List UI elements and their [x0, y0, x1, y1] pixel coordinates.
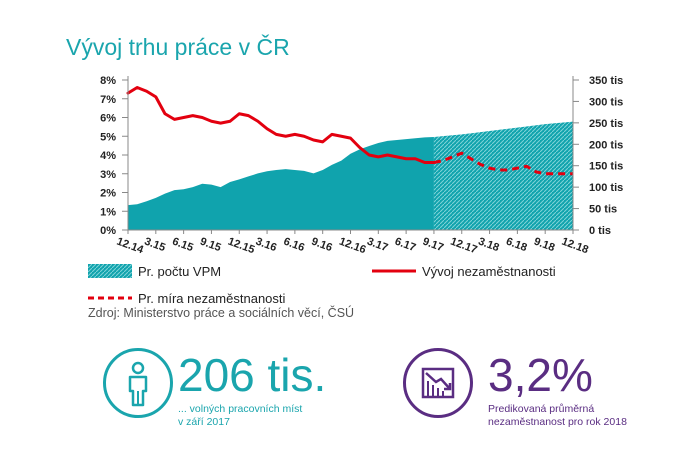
x-tick-label: 12.15 [226, 236, 256, 257]
x-tick-label: 12.14 [115, 236, 146, 257]
y-left-tick-label: 7% [100, 94, 116, 106]
x-tick-label: 6.16 [282, 236, 306, 255]
x-tick-label: 3.17 [365, 236, 389, 255]
declining-chart-icon [403, 348, 473, 418]
kpi-vacancies-value: 206 tis. [178, 349, 327, 401]
x-tick-label: 9.16 [310, 236, 334, 255]
x-tick-label: 6.15 [171, 236, 195, 255]
legend-label-vpm: Pr. počtu VPM [138, 264, 221, 279]
y-left-tick-label: 4% [100, 150, 116, 162]
y-right-tick-label: 350 tis [589, 75, 623, 87]
legend-label-forecast: Pr. míra nezaměstnanosti [138, 291, 286, 306]
y-right-tick-label: 250 tis [589, 118, 623, 130]
page-title: Vývoj trhu práce v ČR [66, 34, 290, 60]
y-left-tick-label: 3% [100, 169, 116, 181]
source-note: Zdroj: Ministerstvo práce a sociálních v… [88, 306, 355, 320]
vpm-area-actual [128, 137, 434, 230]
x-tick-label: 3.18 [477, 236, 501, 255]
y-right-tick-label: 150 tis [589, 161, 623, 173]
x-tick-label: 9.18 [532, 236, 556, 255]
x-tick-label: 3.16 [254, 236, 278, 255]
legend-label-unemployment: Vývoj nezaměstnanosti [422, 264, 556, 279]
y-right-tick-label: 200 tis [589, 139, 623, 151]
y-left-tick-label: 1% [100, 206, 116, 218]
y-right-tick-label: 100 tis [589, 182, 623, 194]
kpi-forecast-label: Predikovaná průměrná nezaměstnanost pro … [488, 403, 648, 429]
unemployment-line [126, 86, 436, 164]
person-icon [103, 348, 173, 418]
y-right-tick-label: 50 tis [589, 204, 617, 216]
vpm-area-forecast [433, 121, 573, 230]
y-left-tick-label: 0% [100, 225, 116, 237]
y-left-tick-label: 8% [100, 75, 116, 87]
kpi-vacancies-label-line2: v září 2017 [178, 416, 230, 428]
x-tick-label: 9.17 [421, 236, 445, 255]
x-tick-label: 12.16 [337, 236, 367, 257]
y-left-tick-label: 5% [100, 131, 116, 143]
kpi-forecast-label-line2: nezaměstnanost pro rok 2018 [488, 416, 627, 428]
y-left-tick-label: 2% [100, 188, 116, 200]
kpi-vacancies-label-line1: ... volných pracovních míst [178, 403, 303, 415]
x-tick-label: 9.15 [198, 236, 222, 255]
y-right-tick-label: 300 tis [589, 96, 623, 108]
x-tick-label: 6.17 [393, 236, 417, 255]
kpi-forecast-label-line1: Predikovaná průměrná [488, 403, 595, 415]
labour-market-chart: 0% 1% 2% 3% 4% 5% 6% 7% 8% 0 tis 50 tis 100 tis 150… [88, 75, 623, 306]
x-tick-label: 3.15 [143, 236, 167, 255]
forecast-unemployment-line [433, 151, 573, 176]
x-tick-label: 12.17 [449, 236, 479, 257]
x-tick-label: 6.18 [504, 236, 528, 255]
x-tick-label: 12.18 [560, 236, 590, 257]
y-right-tick-label: 0 tis [589, 225, 611, 237]
legend-swatch-vpm [88, 264, 132, 278]
y-left-tick-label: 6% [100, 113, 116, 125]
kpi-vacancies-label: ... volných pracovních míst v září 2017 [178, 403, 338, 429]
kpi-forecast-value: 3,2% [488, 349, 593, 401]
